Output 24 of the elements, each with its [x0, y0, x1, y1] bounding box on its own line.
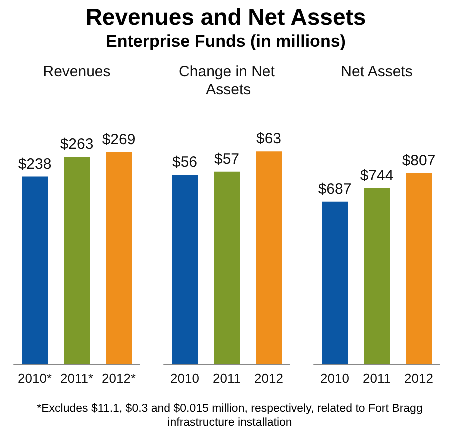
x-tick-label: 2011 — [363, 371, 391, 386]
chart-title: Change in Net Assets — [179, 64, 276, 98]
text: *Excludes $11.1, $0.3 and $0.015 million, respectively, related to Fort Bragg infrastructure installation — [36, 402, 424, 430]
data-label: $687 — [318, 180, 352, 198]
x-tick-label: 2012* — [102, 371, 136, 386]
data-label: $63 — [256, 130, 282, 148]
data-label: $263 — [60, 136, 94, 154]
data-label: $807 — [402, 152, 436, 170]
data-label: $57 — [214, 150, 240, 168]
x-tick-label: 2011* — [60, 371, 94, 386]
data-label: $238 — [18, 156, 52, 173]
data-label: $744 — [360, 167, 394, 184]
data-label: $56 — [172, 154, 198, 172]
text: Enterprise Funds (in millions) — [105, 31, 347, 53]
chart-title: Revenues — [43, 64, 111, 80]
data-label: $269 — [102, 131, 136, 148]
x-tick-label: 2010 — [320, 371, 350, 386]
text: Revenues and Net Assets — [84, 4, 368, 31]
x-tick-label: 2010* — [18, 371, 52, 386]
x-tick-label: 2012 — [404, 371, 434, 386]
chart-title: Net Assets — [341, 64, 413, 80]
x-tick-label: 2011 — [213, 371, 241, 386]
x-tick-label: 2012 — [254, 371, 284, 386]
x-tick-label: 2010 — [170, 371, 200, 386]
